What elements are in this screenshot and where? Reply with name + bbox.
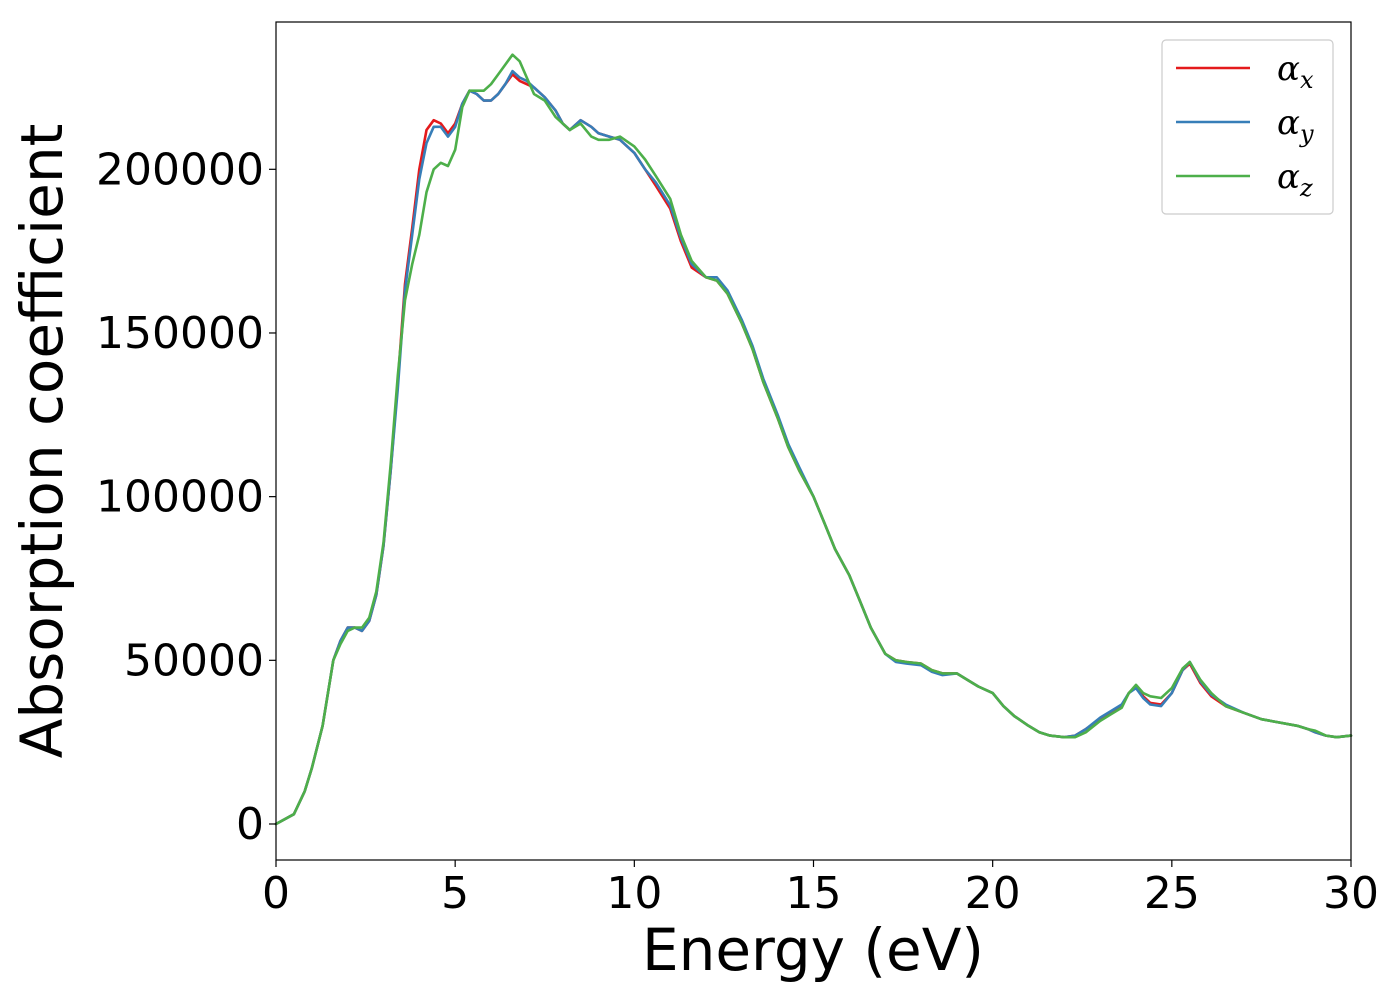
x-axis-label: Energy (eV)	[642, 916, 984, 984]
legend-label-subscript: z	[1299, 174, 1313, 202]
series-lines	[274, 53, 1353, 826]
series-line-z	[274, 53, 1353, 826]
legend-label-z: αz	[1277, 157, 1313, 202]
y-tick-label: 200000	[96, 144, 264, 195]
legend-label-y: αy	[1277, 103, 1314, 148]
y-tick-label: 150000	[96, 308, 264, 359]
y-tick-label: 0	[236, 799, 264, 850]
legend-label-symbol: α	[1277, 157, 1300, 197]
x-tick-label: 5	[441, 868, 469, 919]
x-axis-ticks: 0 5 10 15 20 25 30	[262, 860, 1379, 919]
y-axis-label: Absorption coefficient	[8, 124, 76, 759]
x-tick-label: 0	[262, 868, 290, 919]
x-tick-label: 20	[965, 868, 1021, 919]
legend-label-subscript: y	[1299, 120, 1314, 148]
y-tick-label: 100000	[96, 472, 264, 523]
x-tick-label: 10	[606, 868, 662, 919]
series-line-y	[274, 69, 1353, 826]
x-tick-label: 30	[1323, 868, 1379, 919]
x-tick-label: 15	[786, 868, 842, 919]
legend-label-symbol: α	[1277, 49, 1300, 89]
x-tick-label: 25	[1144, 868, 1200, 919]
y-tick-label: 50000	[124, 635, 264, 686]
y-axis-ticks: 0 50000 100000 150000 200000	[96, 144, 276, 850]
legend-label-subscript: x	[1300, 66, 1314, 94]
legend-label-symbol: α	[1277, 103, 1300, 143]
legend-label-x: αx	[1277, 49, 1314, 94]
legend-box	[1161, 39, 1334, 215]
